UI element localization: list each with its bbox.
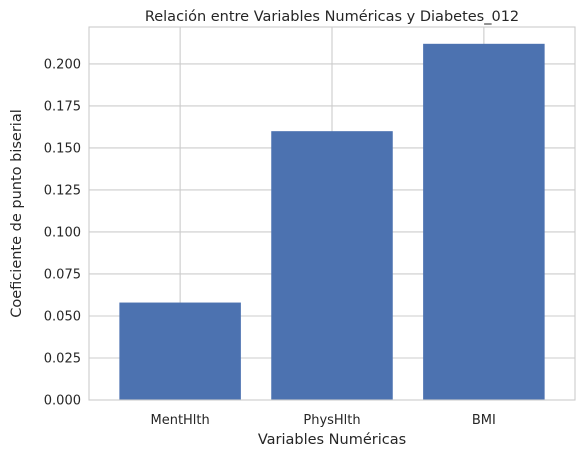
y-tick-label: 0.125 — [44, 183, 81, 198]
y-tick-label: 0.200 — [44, 57, 81, 72]
y-tick-label: 0.175 — [44, 99, 81, 114]
y-tick-label: 0.075 — [44, 267, 81, 282]
bar-menthlth — [119, 302, 241, 400]
y-tick-label: 0.050 — [44, 309, 81, 324]
x-tick-label: BMI — [472, 413, 496, 428]
y-axis-label: Coeficiente de punto biserial — [9, 109, 25, 317]
x-tick-labels: MentHlth PhysHlth BMI — [150, 413, 495, 428]
x-tick-label: PhysHlth — [303, 413, 360, 428]
y-tick-label: 0.100 — [44, 225, 81, 240]
x-axis-label: Variables Numéricas — [258, 432, 406, 448]
bar-physhlth — [271, 131, 393, 400]
x-tick-label: MentHlth — [150, 413, 209, 428]
y-tick-label: 0.150 — [44, 141, 81, 156]
bar-bmi — [423, 43, 545, 400]
bars — [119, 43, 545, 400]
y-tick-labels: 0.000 0.025 0.050 0.075 0.100 0.125 0.150 0.175… — [44, 57, 81, 408]
y-tick-label: 0.025 — [44, 351, 81, 366]
y-tick-label: 0.000 — [44, 394, 81, 409]
chart-title: Relación entre Variables Numéricas y Dia… — [145, 9, 519, 25]
plot-frame — [88, 26, 576, 401]
